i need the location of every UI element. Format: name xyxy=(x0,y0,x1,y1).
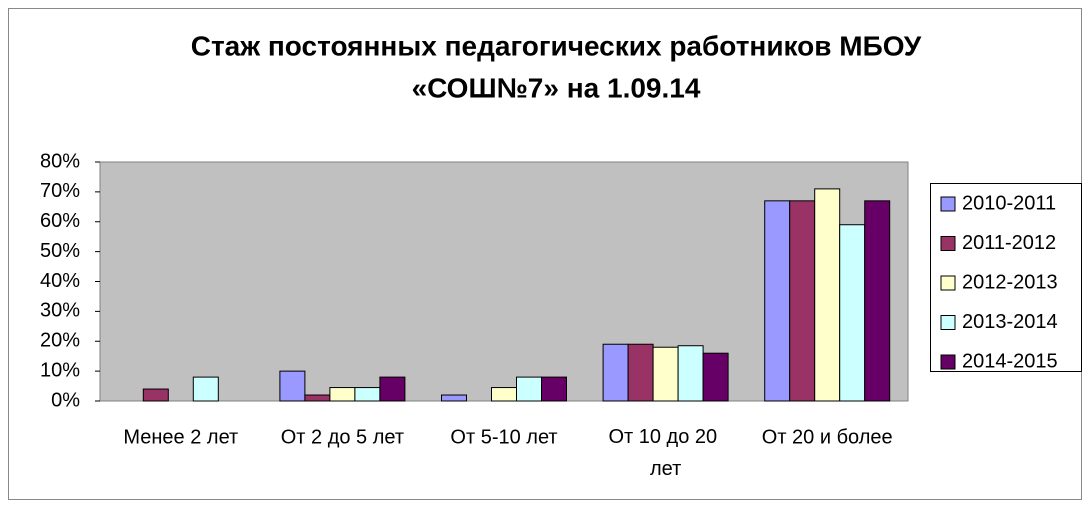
bar xyxy=(764,200,791,402)
bar xyxy=(864,200,891,402)
legend-label: 2014-2015 xyxy=(962,350,1058,372)
bar xyxy=(541,376,567,402)
bar xyxy=(142,388,169,402)
bar xyxy=(839,224,866,402)
bar xyxy=(652,346,679,402)
x-tick-label: От 5-10 лет xyxy=(450,426,557,448)
legend-label: 2012-2013 xyxy=(962,271,1058,293)
legend-swatch xyxy=(940,236,956,251)
legend-swatch xyxy=(940,315,956,330)
y-tick-label: 70% xyxy=(40,180,80,202)
bar xyxy=(516,376,542,402)
legend-label: 2013-2014 xyxy=(962,311,1058,333)
bar xyxy=(304,394,331,402)
chart-title: «СОШ№7» на 1.09.14 xyxy=(412,72,701,103)
chart-title: Стаж постоянных педагогических работнико… xyxy=(191,30,922,61)
y-tick-label: 0% xyxy=(51,389,80,411)
bar xyxy=(491,387,517,402)
y-tick-label: 50% xyxy=(40,240,80,262)
legend-swatch xyxy=(940,196,956,212)
x-tick-label: Менее 2 лет xyxy=(123,426,238,448)
y-tick-label: 40% xyxy=(40,270,80,292)
bar xyxy=(602,343,629,402)
y-tick-label: 30% xyxy=(40,300,80,322)
legend-label: 2011-2012 xyxy=(962,232,1056,254)
x-tick-label: От 2 до 5 лет xyxy=(281,426,404,448)
x-tick-label-line: От 10 до 20 xyxy=(608,426,722,448)
bar xyxy=(789,200,816,402)
x-tick-label: От 20 и более xyxy=(762,426,893,448)
x-tick-label: От 10 до 20 лет xyxy=(608,426,722,480)
y-tick-label: 60% xyxy=(40,210,80,232)
x-tick-label-line: лет xyxy=(650,458,681,480)
y-tick-label: 10% xyxy=(40,359,80,381)
y-tick-label: 20% xyxy=(40,330,80,352)
bar xyxy=(677,345,704,402)
bar xyxy=(627,343,654,402)
bar xyxy=(441,394,467,402)
legend-label: 2010-2011 xyxy=(962,192,1056,214)
bar xyxy=(702,352,729,402)
legend-swatch xyxy=(940,354,956,370)
bar xyxy=(192,376,219,402)
bar xyxy=(354,387,381,402)
bar xyxy=(279,370,306,402)
bar xyxy=(379,376,406,402)
legend-box xyxy=(930,183,1082,372)
y-tick-label: 80% xyxy=(40,150,80,172)
bar xyxy=(329,387,356,402)
bar xyxy=(814,188,841,402)
legend-swatch xyxy=(940,275,956,291)
